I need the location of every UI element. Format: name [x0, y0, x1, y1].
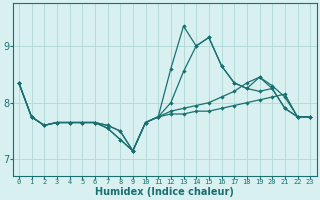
X-axis label: Humidex (Indice chaleur): Humidex (Indice chaleur) — [95, 187, 234, 197]
